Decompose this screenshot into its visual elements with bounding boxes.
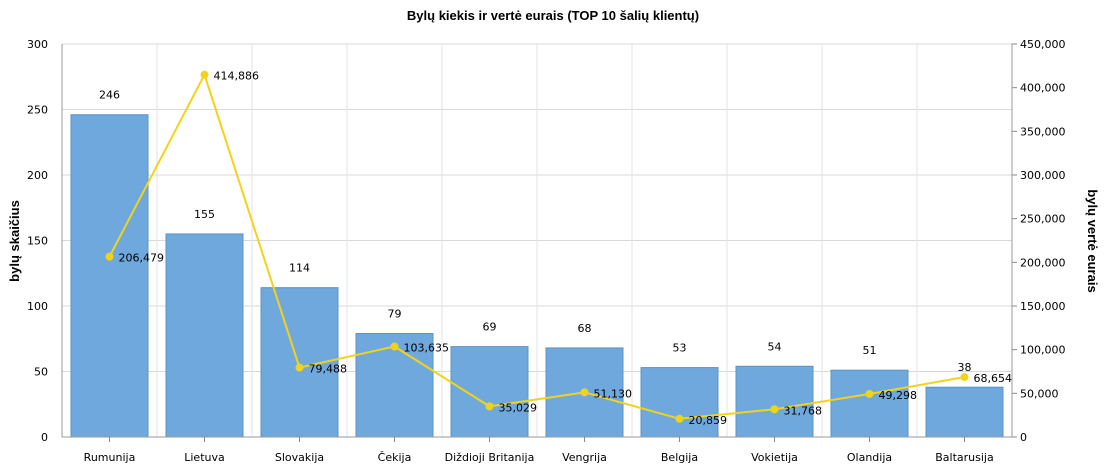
y2-tick-label: 100,000 bbox=[1020, 344, 1066, 357]
x-tick-label: Olandija bbox=[847, 451, 892, 464]
bar-data-label: 79 bbox=[388, 308, 402, 321]
x-tick-label: Čekija bbox=[378, 451, 412, 464]
bar bbox=[355, 333, 434, 438]
y2-tick-label: 50,000 bbox=[1020, 387, 1059, 400]
line-data-label: 103,635 bbox=[404, 341, 450, 354]
y-tick-label: 300 bbox=[27, 38, 48, 51]
line-data-label: 206,479 bbox=[119, 252, 165, 265]
line-point bbox=[200, 70, 209, 79]
bar bbox=[830, 369, 909, 438]
bar-data-label: 51 bbox=[863, 344, 877, 357]
line-point bbox=[485, 402, 494, 411]
line-data-label: 31,768 bbox=[784, 404, 823, 417]
line-point bbox=[295, 363, 304, 372]
y2-tick-label: 450,000 bbox=[1020, 38, 1066, 51]
line-data-label: 49,298 bbox=[879, 389, 918, 402]
line-data-label: 414,886 bbox=[214, 70, 260, 83]
line-point bbox=[580, 388, 589, 397]
y2-tick-label: 0 bbox=[1020, 431, 1027, 444]
y-tick-label: 200 bbox=[27, 169, 48, 182]
value-line bbox=[105, 70, 969, 423]
line-path bbox=[108, 72, 965, 420]
bar-data-label: 69 bbox=[483, 321, 497, 334]
bar-data-label: 54 bbox=[768, 340, 782, 353]
bar-data-label: 53 bbox=[673, 342, 687, 355]
bar bbox=[925, 386, 1004, 438]
bar-data-label: 38 bbox=[958, 361, 972, 374]
bar bbox=[70, 114, 149, 438]
line-point bbox=[865, 389, 874, 398]
line-point bbox=[390, 342, 399, 351]
y-tick-label: 50 bbox=[34, 366, 48, 379]
line-data-label: 35,029 bbox=[499, 401, 538, 414]
bar bbox=[735, 365, 814, 438]
line-data-label: 79,488 bbox=[309, 363, 348, 376]
bars bbox=[70, 114, 1004, 438]
chart-title: Bylų kiekis ir vertė eurais (TOP 10 šali… bbox=[407, 8, 699, 23]
bar-data-label: 68 bbox=[578, 322, 592, 335]
y-axis-title: bylų skaičius bbox=[7, 200, 22, 282]
y2-tick-label: 300,000 bbox=[1020, 169, 1066, 182]
x-tick-label: Belgija bbox=[661, 451, 698, 464]
data-labels: 246 155 114 79 69 68 53 54 51 38 206,479 414,886 79,… bbox=[99, 70, 1012, 427]
x-tick-label: Lietuva bbox=[184, 451, 225, 464]
y-tick-label: 250 bbox=[27, 104, 48, 117]
bar bbox=[165, 233, 244, 438]
line-data-label: 20,859 bbox=[689, 414, 728, 427]
line-point bbox=[770, 405, 779, 414]
y2-tick-label: 400,000 bbox=[1020, 82, 1066, 95]
x-tick-label: Slovakija bbox=[275, 451, 324, 464]
x-tick-label: Baltarusija bbox=[935, 451, 993, 464]
x-tick-label: Rumunija bbox=[84, 451, 136, 464]
x-tick-label: Diždioji Britanija bbox=[445, 451, 535, 464]
bar-data-label: 155 bbox=[194, 208, 215, 221]
x-tick-label: Vengrija bbox=[562, 451, 607, 464]
y2-tick-label: 150,000 bbox=[1020, 300, 1066, 313]
bar bbox=[640, 367, 719, 438]
x-tick-label: Vokietija bbox=[751, 451, 798, 464]
bar-data-label: 114 bbox=[289, 262, 310, 275]
y-tick-label: 100 bbox=[27, 300, 48, 313]
bar bbox=[450, 346, 529, 438]
line-point bbox=[675, 414, 684, 423]
line-point bbox=[960, 373, 969, 382]
y2-tick-label: 250,000 bbox=[1020, 213, 1066, 226]
line-data-label: 51,130 bbox=[594, 387, 633, 400]
axes: 0 50 100 150 200 250 300 0 50,000 100,000 150,000 2… bbox=[27, 38, 1066, 464]
y2-tick-label: 350,000 bbox=[1020, 125, 1066, 138]
y2-axis-title: bylų vertė eurais bbox=[1085, 189, 1100, 292]
line-point bbox=[105, 252, 114, 261]
line-data-label: 68,654 bbox=[974, 372, 1013, 385]
bar-data-label: 246 bbox=[99, 89, 120, 102]
y2-tick-label: 200,000 bbox=[1020, 256, 1066, 269]
y-tick-label: 0 bbox=[41, 431, 48, 444]
y-tick-label: 150 bbox=[27, 235, 48, 248]
